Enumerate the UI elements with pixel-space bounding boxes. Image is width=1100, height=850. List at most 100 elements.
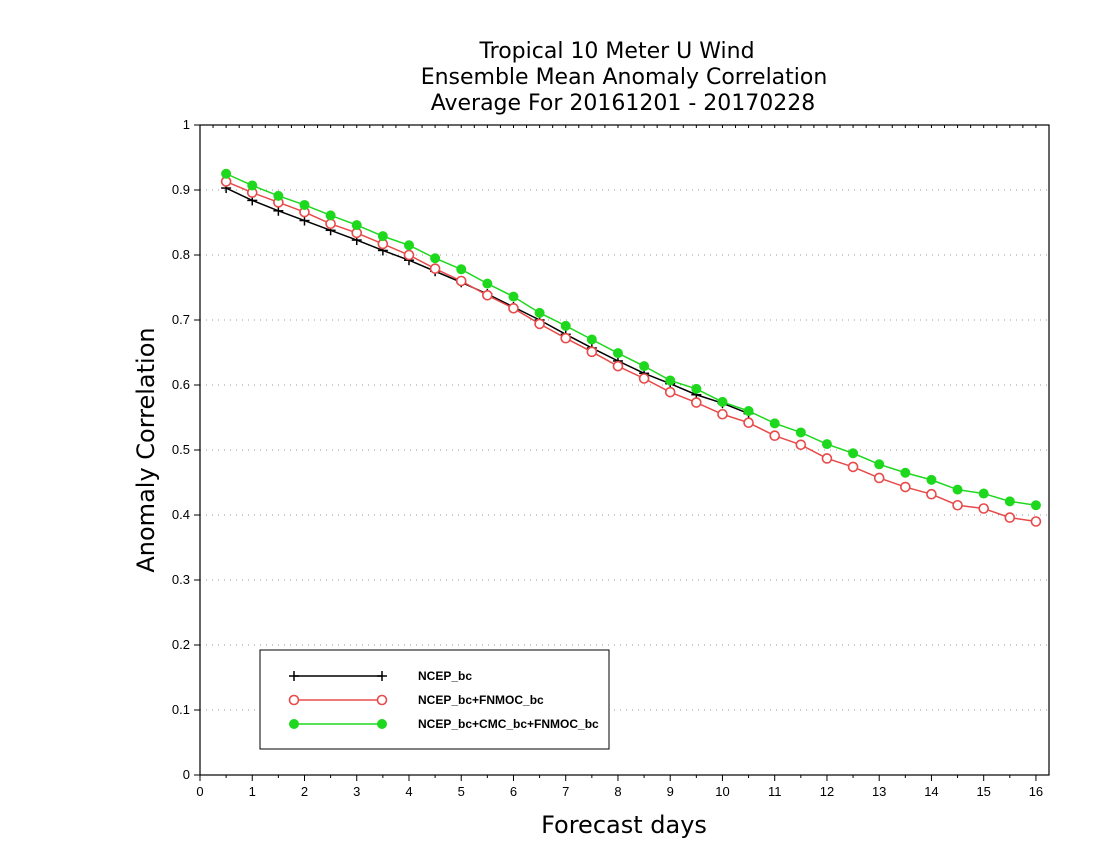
data-point — [1030, 500, 1041, 511]
y-tick-label: 0.7 — [172, 312, 190, 327]
data-point — [482, 289, 493, 301]
x-tick-label: 5 — [458, 784, 465, 799]
data-point — [978, 503, 989, 514]
x-tick-label: 11 — [768, 784, 782, 799]
data-point — [900, 481, 911, 493]
series-line — [225, 180, 1037, 523]
data-point — [586, 334, 597, 345]
data-point — [665, 375, 676, 386]
data-point — [377, 231, 388, 242]
data-point — [847, 461, 859, 473]
data-point — [403, 249, 415, 261]
series-line — [225, 173, 1037, 506]
series-NCEP_bc+CMC_bc+FNMOC_bc — [221, 168, 1041, 511]
data-point — [691, 397, 702, 408]
y-axis-label: Anomaly Correlation — [132, 327, 160, 572]
y-tick-label: 0 — [183, 767, 190, 782]
data-point — [508, 291, 519, 302]
data-point — [1004, 512, 1016, 523]
legend-marker — [288, 694, 300, 706]
data-point — [743, 406, 754, 416]
legend-marker — [376, 694, 388, 706]
data-point — [482, 278, 493, 289]
series-NCEP_bc+FNMOC_bc — [220, 176, 1042, 527]
data-point — [795, 427, 806, 438]
data-point — [455, 275, 467, 287]
data-point — [900, 467, 911, 478]
data-point — [717, 396, 728, 407]
legend-marker — [377, 671, 387, 681]
data-point — [299, 199, 310, 210]
title-line-3: Average For 20161201 - 20170228 — [431, 91, 816, 116]
data-point — [325, 218, 336, 230]
legend-label: NCEP_bc+CMC_bc+FNMOC_bc — [418, 717, 599, 731]
legend-label: NCEP_bc+FNMOC_bc — [418, 693, 544, 707]
gridlines — [200, 189, 1049, 711]
x-tick-label: 13 — [872, 784, 886, 799]
data-point — [821, 439, 832, 450]
y-tick-label: 0.5 — [172, 442, 190, 457]
series-group — [220, 168, 1042, 527]
data-point — [873, 472, 885, 484]
data-point — [221, 168, 232, 179]
data-point — [639, 361, 650, 372]
x-tick-label: 12 — [820, 784, 834, 799]
data-point — [769, 418, 780, 429]
data-point — [1004, 496, 1015, 507]
x-tick-label: 0 — [196, 784, 203, 799]
data-point — [952, 499, 963, 511]
data-point — [952, 484, 963, 495]
x-tick-label: 9 — [667, 784, 674, 799]
x-tick-label: 14 — [924, 784, 938, 799]
x-tick-label: 15 — [976, 784, 990, 799]
data-point — [743, 417, 754, 429]
x-tick-label: 2 — [301, 784, 308, 799]
legend-label: NCEP_bc — [418, 669, 472, 683]
data-point — [874, 459, 885, 470]
y-tick-label: 0.3 — [172, 572, 190, 587]
legend-marker — [289, 719, 299, 729]
y-tick-label: 0.8 — [172, 247, 190, 262]
data-point — [325, 210, 336, 221]
x-tick-label: 8 — [614, 784, 621, 799]
x-tick-label: 10 — [715, 784, 729, 799]
data-point — [612, 360, 624, 372]
x-tick-label: 7 — [562, 784, 569, 799]
title-line-2: Ensemble Mean Anomaly Correlation — [421, 65, 828, 90]
y-tick-label: 0.9 — [172, 182, 190, 197]
data-point — [664, 386, 676, 398]
data-point — [560, 320, 571, 331]
data-point — [848, 448, 859, 459]
legend: NCEP_bc NCEP_bc+FNMOC_bc NCEP_bc+CMC_bc+FN… — [259, 649, 610, 750]
data-point — [795, 439, 807, 451]
data-point — [534, 307, 545, 318]
data-point — [560, 332, 572, 344]
data-point — [586, 346, 598, 358]
data-point — [351, 220, 362, 231]
data-point — [508, 302, 519, 314]
y-tick-label: 0.2 — [172, 637, 190, 652]
x-tick-label: 4 — [405, 784, 412, 799]
data-point — [456, 264, 467, 275]
data-point — [403, 240, 414, 251]
data-point — [821, 453, 833, 464]
legend-marker — [377, 719, 387, 729]
data-point — [769, 430, 781, 442]
legend-marker — [289, 671, 299, 681]
data-point — [612, 348, 623, 359]
data-point — [1030, 516, 1042, 527]
y-tick-label: 0.6 — [172, 377, 190, 392]
data-point — [691, 383, 702, 394]
x-tick-label: 1 — [249, 784, 256, 799]
y-tick-label: 1 — [183, 117, 190, 132]
x-axis-label: Forecast days — [541, 811, 707, 839]
data-point — [717, 408, 728, 420]
x-tick-label: 3 — [353, 784, 360, 799]
data-point — [534, 318, 545, 330]
x-tick-label: 16 — [1029, 784, 1043, 799]
data-point — [926, 488, 937, 500]
data-point — [273, 190, 284, 201]
data-point — [978, 488, 989, 499]
x-tick-label: 6 — [510, 784, 517, 799]
